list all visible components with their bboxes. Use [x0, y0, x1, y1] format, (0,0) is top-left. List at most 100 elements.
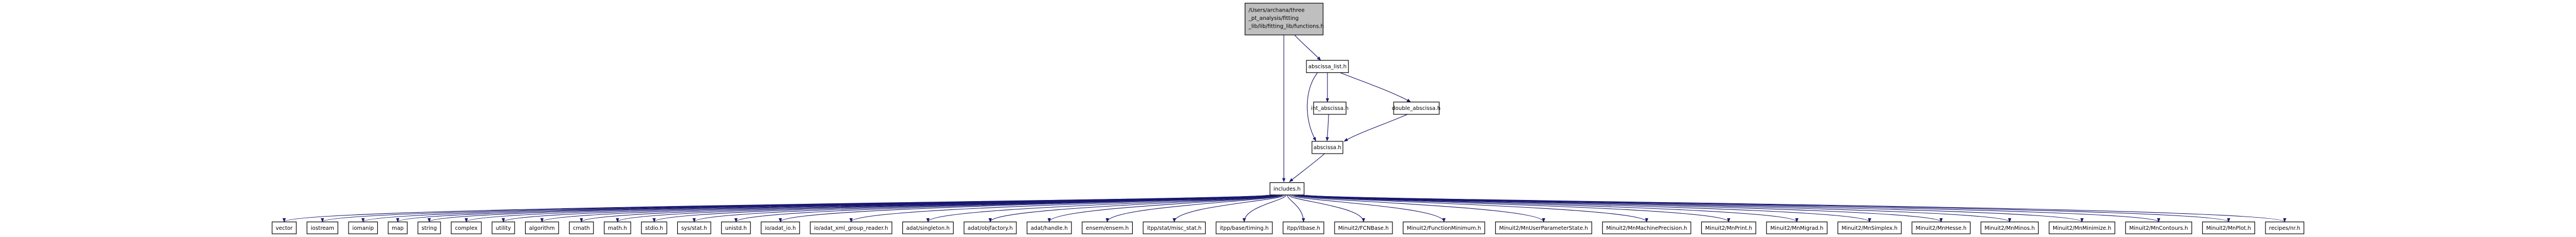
leaf-node-label: stdio.h: [645, 225, 663, 231]
leaf-node-box: [524, 222, 559, 234]
leaf-node-label: Minuit2/FCNBase.h: [1338, 225, 1389, 231]
edge-includes-to-leaf: [1287, 194, 1305, 223]
leaf-node[interactable]: iomanip: [348, 222, 378, 234]
edge-includes-to-leaf: [1306, 194, 2286, 223]
node-abscissa-h[interactable]: abscissa.h: [1311, 141, 1343, 154]
leaf-node[interactable]: Minuit2/MnPrint.h: [1701, 222, 1756, 234]
leaf-node[interactable]: unistd.h: [721, 222, 751, 234]
node-includes-h[interactable]: includes.h: [1270, 182, 1305, 196]
edges-layer: [282, 34, 2286, 223]
node-double-abscissa-h[interactable]: double_abscissa.h: [1392, 102, 1440, 115]
leaf-node-label: io/adat_io.h: [765, 225, 796, 231]
leaf-node[interactable]: Minuit2/MnContours.h: [2125, 222, 2192, 234]
leaf-node[interactable]: Minuit2/MnUserParameterState.h: [1495, 222, 1592, 234]
leaf-node[interactable]: map: [388, 222, 408, 234]
leaf-node[interactable]: ensem/ensem.h: [1081, 222, 1133, 234]
leaf-node[interactable]: sys/stat.h: [677, 222, 711, 234]
leaf-node-label: Minuit2/MnMinimize.h: [2053, 225, 2111, 231]
node-root-functions-h[interactable]: /Users/archana/three _pt_analysis/fittin…: [1244, 3, 1324, 35]
leaf-node[interactable]: iostream: [307, 222, 339, 234]
leaf-node[interactable]: itpp/stat/misc_stat.h: [1143, 222, 1206, 234]
leaf-node[interactable]: vector: [271, 222, 297, 234]
leaf-node-box: [1701, 222, 1756, 234]
leaf-node[interactable]: Minuit2/FunctionMinimum.h: [1402, 222, 1485, 234]
leaf-node[interactable]: math.h: [603, 222, 631, 234]
leaf-node[interactable]: Minuit2/MnMinimize.h: [2048, 222, 2116, 234]
leaf-node-label: recipes/nr.h: [2269, 225, 2300, 231]
leaf-node-label: Minuit2/MnMachinePrecision.h: [1606, 225, 1687, 231]
leaf-node[interactable]: itpp/itbase.h: [1282, 222, 1325, 234]
leaf-node-label: iomanip: [352, 225, 374, 231]
leaf-node[interactable]: adat/handle.h: [1026, 222, 1072, 234]
leaf-node-box: [902, 222, 954, 234]
leaf-node-box: [271, 222, 297, 234]
edge-includes-to-leaf: [988, 194, 1282, 223]
edge-root-to-abscissa-list: [1294, 34, 1321, 61]
nodes-layer: /Users/archana/three _pt_analysis/fittin…: [271, 3, 2305, 234]
leaf-node-box: [491, 222, 515, 234]
leaf-node-label: ensem/ensem.h: [1086, 225, 1129, 231]
edge-includes-to-leaf: [1047, 194, 1283, 223]
node-abscissa-list-h[interactable]: abscissa_list.h: [1306, 60, 1349, 73]
leaf-node-label: adat/singleton.h: [906, 225, 950, 231]
leaf-node[interactable]: stdio.h: [641, 222, 667, 234]
leaf-node-label: adat/handle.h: [1031, 225, 1068, 231]
leaf-node[interactable]: complex: [451, 222, 482, 234]
leaf-nodes-group: vector iostream iomanip map string complex uti…: [271, 222, 2305, 234]
root-label-line-2: _pt_analysis/fitting: [1248, 15, 1299, 22]
leaf-node-box: [1282, 222, 1325, 234]
leaf-node-box: [2125, 222, 2192, 234]
leaf-node-label: Minuit2/MnContours.h: [2129, 225, 2188, 231]
leaf-node-box: [963, 222, 1017, 234]
leaf-node-label: math.h: [608, 225, 627, 231]
leaf-node[interactable]: Minuit2/MnMigrad.h: [1766, 222, 1828, 234]
edge-abscissa-list-to-abscissa: [1306, 72, 1318, 141]
leaf-node-box: [417, 222, 441, 234]
leaf-node-label: map: [392, 225, 404, 231]
leaf-node-label: algorithm: [529, 225, 555, 231]
leaf-node[interactable]: io/adat_io.h: [761, 222, 800, 234]
leaf-node-label: cmath: [573, 225, 590, 231]
leaf-node[interactable]: string: [417, 222, 441, 234]
leaf-node[interactable]: recipes/nr.h: [2265, 222, 2305, 234]
node-int-abscissa-h[interactable]: int_abscissa.h: [1311, 102, 1348, 115]
leaf-node-box: [603, 222, 631, 234]
edge-includes-to-leaf: [1172, 194, 1286, 223]
leaf-node-box: [1143, 222, 1206, 234]
leaf-node-box: [1026, 222, 1072, 234]
leaf-node[interactable]: Minuit2/FCNBase.h: [1334, 222, 1393, 234]
edge-includes-to-leaf: [849, 194, 1279, 223]
leaf-node[interactable]: adat/objfactory.h: [963, 222, 1017, 234]
leaf-node[interactable]: Minuit2/MnHesse.h: [1911, 222, 1971, 234]
leaf-node-label: Minuit2/MnMinos.h: [1984, 225, 2034, 231]
leaf-node[interactable]: utility: [491, 222, 515, 234]
leaf-node-label: io/adat_xml_group_reader.h: [814, 225, 888, 231]
leaf-node[interactable]: Minuit2/MnPlot.h: [2202, 222, 2256, 234]
root-label-line-3: _lib/lib/fitting_lib/functions.h: [1248, 23, 1324, 29]
leaf-node[interactable]: Minuit2/MnMinos.h: [1980, 222, 2039, 234]
leaf-node-label: itpp/itbase.h: [1287, 225, 1320, 231]
edge-int-abscissa-to-abscissa: [1325, 114, 1329, 141]
leaf-node-label: itpp/stat/misc_stat.h: [1147, 225, 1202, 231]
leaf-node-box: [810, 222, 892, 234]
leaf-node[interactable]: adat/singleton.h: [902, 222, 954, 234]
root-label-line-1: /Users/archana/three: [1249, 8, 1305, 14]
leaf-node[interactable]: itpp/base/timing.h: [1215, 222, 1273, 234]
edge-includes-to-leaf: [1292, 194, 1545, 223]
leaf-node-box: [388, 222, 408, 234]
leaf-node-label: Minuit2/MnMigrad.h: [1770, 225, 1823, 231]
leaf-node-box: [1602, 222, 1691, 234]
leaf-node[interactable]: io/adat_xml_group_reader.h: [810, 222, 892, 234]
leaf-node[interactable]: Minuit2/MnMachinePrecision.h: [1602, 222, 1691, 234]
leaf-node[interactable]: algorithm: [524, 222, 559, 234]
int-abscissa-label: int_abscissa.h: [1311, 106, 1348, 112]
leaf-node-box: [761, 222, 800, 234]
leaf-node[interactable]: Minuit2/MnSimplex.h: [1837, 222, 1902, 234]
leaf-edges-group: [282, 194, 2286, 223]
edge-includes-to-leaf: [1243, 194, 1287, 223]
abscissa-list-label: abscissa_list.h: [1308, 64, 1346, 70]
edge-abscissa-to-includes: [1289, 152, 1326, 182]
leaf-node-box: [451, 222, 482, 234]
leaf-node[interactable]: cmath: [569, 222, 594, 234]
